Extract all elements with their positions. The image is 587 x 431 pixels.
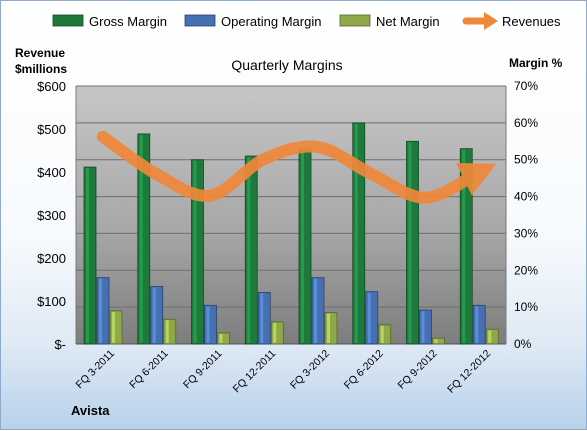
bar-operating-margin — [96, 277, 110, 345]
bar-highlight — [152, 287, 156, 343]
bar-operating-margin — [204, 304, 217, 345]
left-tick-label: $200 — [37, 251, 66, 266]
left-tick-label: $400 — [37, 165, 66, 180]
legend-label: Gross Margin — [89, 14, 167, 29]
left-tick-label: $600 — [37, 79, 66, 94]
legend-swatch — [52, 14, 84, 27]
bar-operating-margin — [150, 286, 164, 345]
bar-highlight — [165, 320, 169, 343]
bar-net-margin — [109, 310, 123, 345]
x-tick-label: FQ 3-2012 — [288, 348, 332, 392]
bar-gross-margin — [352, 122, 366, 345]
right-tick-label: 60% — [514, 116, 538, 130]
revenue-line-group — [96, 130, 497, 204]
legend: Gross Margin Operating Margin Net Margin Re… — [52, 12, 561, 30]
bar-highlight — [327, 313, 330, 343]
x-tick-label: FQ 12-2011 — [231, 348, 279, 396]
bar-operating-margin — [257, 291, 271, 345]
bar-highlight — [193, 160, 197, 343]
x-tick-label: FQ 9-2011 — [181, 348, 225, 392]
bar-highlight — [367, 292, 371, 343]
legend-swatch — [339, 14, 371, 27]
bar-operating-margin — [311, 277, 325, 345]
bar-operating-margin — [472, 304, 486, 345]
bar-operating-margin — [419, 309, 432, 345]
revenue-line — [96, 130, 497, 204]
bar-highlight — [421, 311, 425, 343]
x-tick-label: FQ 6-2012 — [342, 348, 386, 392]
x-tick-label: FQ 6-2011 — [127, 348, 171, 392]
chart-title: Quarterly Margins — [231, 57, 342, 73]
company-label: Avista — [71, 403, 110, 418]
right-tick-label: 20% — [514, 263, 538, 277]
left-tick-label: $- — [54, 337, 66, 352]
bar-highlight — [301, 149, 304, 343]
bar-net-margin — [217, 332, 230, 345]
bar-net-margin — [270, 321, 284, 345]
right-tick-label: 50% — [514, 153, 538, 167]
bar-highlight — [408, 142, 412, 343]
bar-net-margin — [432, 337, 445, 345]
right-tick-label: 0% — [514, 337, 532, 351]
bar-net-margin — [324, 312, 338, 345]
legend-label: Revenues — [502, 14, 561, 29]
bar-highlight — [380, 325, 384, 343]
bar-highlight — [247, 157, 251, 343]
bar-net-margin — [378, 324, 392, 345]
bar-highlight — [475, 306, 479, 343]
left-axis-title-line1: Revenue — [15, 46, 65, 60]
bar-highlight — [273, 322, 277, 343]
left-axis: $- $100 $200 $300 $400 $500 $600 — [37, 79, 66, 352]
bar-highlight — [488, 330, 492, 343]
bar-highlight — [112, 311, 115, 343]
left-tick-label: $500 — [37, 122, 66, 137]
bar-highlight — [219, 333, 223, 343]
bar-highlight — [99, 278, 102, 343]
bar-gross-margin — [83, 166, 97, 345]
bar-highlight — [260, 293, 264, 343]
right-axis: 0% 10% 20% 30% 40% 50% 60% 70% — [514, 79, 538, 351]
legend-label: Net Margin — [376, 14, 440, 29]
bar-gross-margin — [406, 140, 419, 345]
right-tick-label: 70% — [514, 79, 538, 93]
x-axis: FQ 3-2011 FQ 6-2011 FQ 9-2011 FQ 12-2011 FQ … — [74, 348, 494, 396]
bar-highlight — [206, 306, 210, 343]
left-tick-label: $100 — [37, 294, 66, 309]
legend-label: Operating Margin — [221, 14, 321, 29]
right-axis-title: Margin % — [509, 56, 563, 70]
bars-group — [83, 122, 499, 345]
x-tick-label: FQ 3-2011 — [74, 348, 118, 392]
left-axis-title-line2: $millions — [15, 62, 67, 76]
legend-arrow-icon — [484, 12, 498, 30]
bar-highlight — [462, 149, 466, 343]
bar-operating-margin — [365, 291, 379, 345]
x-tick-label: FQ 9-2012 — [396, 348, 440, 392]
bar-highlight — [139, 134, 143, 343]
right-tick-label: 10% — [514, 300, 538, 314]
right-tick-label: 40% — [514, 190, 538, 204]
bar-highlight — [86, 168, 89, 343]
bar-gross-margin — [244, 155, 258, 345]
legend-swatch — [184, 14, 216, 27]
bar-net-margin — [163, 318, 177, 345]
bar-highlight — [314, 278, 317, 343]
x-tick-label: FQ 12-2012 — [445, 348, 493, 396]
bar-gross-margin — [298, 148, 312, 345]
bar-highlight — [434, 339, 438, 343]
right-tick-label: 30% — [514, 226, 538, 240]
bar-net-margin — [485, 328, 499, 345]
bar-highlight — [354, 123, 358, 343]
left-tick-label: $300 — [37, 208, 66, 223]
